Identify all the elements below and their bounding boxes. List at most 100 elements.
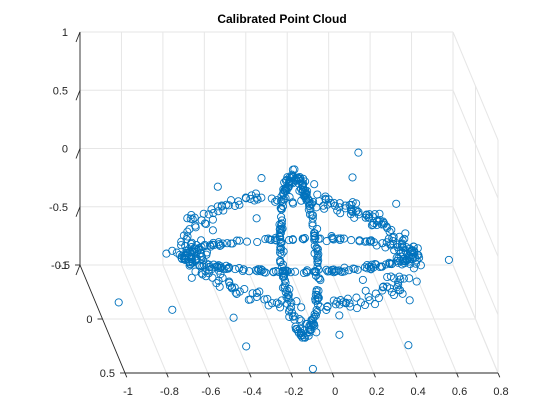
data-point xyxy=(214,261,223,270)
data-point xyxy=(392,253,401,262)
data-point xyxy=(395,232,404,241)
data-point xyxy=(331,300,340,309)
data-point xyxy=(382,238,391,247)
data-point xyxy=(412,277,421,286)
data-point xyxy=(275,220,284,229)
data-point xyxy=(272,196,282,205)
data-point xyxy=(191,267,200,276)
data-point xyxy=(280,178,289,187)
data-point xyxy=(302,319,311,328)
data-point xyxy=(299,174,308,183)
data-point xyxy=(291,267,300,276)
data-point xyxy=(405,296,414,305)
data-point xyxy=(213,262,222,271)
data-point xyxy=(335,330,344,339)
data-point xyxy=(404,341,413,350)
data-point xyxy=(276,248,285,257)
data-point xyxy=(397,242,407,251)
data-point xyxy=(234,197,243,206)
x-tick-mark xyxy=(414,372,418,378)
z-tick-mark xyxy=(75,148,81,159)
x-tick-mark xyxy=(248,372,252,378)
data-point xyxy=(383,272,392,282)
x-tick-label: 0.8 xyxy=(493,386,508,398)
data-point xyxy=(295,186,304,195)
data-point xyxy=(352,293,361,302)
data-point xyxy=(366,236,375,245)
x-tick-mark xyxy=(166,372,169,378)
data-point xyxy=(291,322,300,331)
data-point xyxy=(313,291,322,300)
grid-line-z-side xyxy=(452,31,499,141)
data-point xyxy=(246,295,255,304)
data-point xyxy=(375,209,384,218)
axes xyxy=(75,31,501,378)
data-point xyxy=(394,258,403,267)
data-point xyxy=(408,246,417,255)
data-point xyxy=(314,273,323,283)
x-tick-label: 0.6 xyxy=(452,386,467,398)
data-point xyxy=(280,283,289,292)
data-point xyxy=(401,229,410,238)
data-point xyxy=(378,286,387,295)
data-point xyxy=(276,245,285,254)
data-point xyxy=(271,267,280,276)
data-point xyxy=(310,180,319,189)
data-point xyxy=(316,234,325,243)
data-point xyxy=(297,196,306,205)
data-point xyxy=(341,201,350,210)
data-point xyxy=(368,212,377,221)
data-point xyxy=(277,197,286,206)
data-point xyxy=(296,324,305,333)
data-point xyxy=(218,239,227,248)
data-point xyxy=(285,193,294,202)
data-point xyxy=(348,173,357,182)
data-point xyxy=(345,200,354,210)
data-point xyxy=(361,237,370,246)
data-point xyxy=(196,248,205,258)
data-point xyxy=(378,262,387,271)
data-point xyxy=(213,182,222,191)
data-point xyxy=(312,244,321,253)
data-point xyxy=(409,264,418,273)
data-point xyxy=(168,246,177,255)
data-point xyxy=(398,239,407,248)
data-point xyxy=(235,236,244,245)
data-point xyxy=(308,219,317,228)
data-point xyxy=(372,241,381,250)
data-point xyxy=(257,174,266,183)
data-point xyxy=(379,217,388,226)
x-tick-label: -0.8 xyxy=(160,386,179,398)
data-point xyxy=(284,180,294,189)
data-point xyxy=(387,225,396,234)
data-point xyxy=(172,248,181,257)
data-point xyxy=(281,194,290,203)
data-point xyxy=(310,249,319,258)
data-point xyxy=(316,276,325,285)
y-tick-label: 0.5 xyxy=(100,368,115,380)
chart-title: Calibrated Point Cloud xyxy=(217,12,346,26)
data-point xyxy=(338,267,347,277)
data-point xyxy=(168,305,177,314)
data-point xyxy=(372,260,381,269)
x-tick-label: -1 xyxy=(123,386,133,398)
data-point xyxy=(349,264,358,273)
data-point xyxy=(250,196,259,205)
data-point xyxy=(276,256,285,265)
data-point xyxy=(379,219,389,228)
data-point xyxy=(399,274,408,283)
data-point xyxy=(304,198,313,207)
data-point xyxy=(385,259,394,268)
z-tick-label: 1 xyxy=(62,27,68,39)
data-point xyxy=(365,296,374,305)
data-point xyxy=(271,197,280,206)
data-point xyxy=(381,243,390,252)
data-point xyxy=(197,216,206,225)
x-tick-mark xyxy=(207,372,211,378)
data-point xyxy=(387,288,396,297)
data-point xyxy=(183,232,192,241)
data-point xyxy=(276,303,285,312)
data-point xyxy=(364,292,373,302)
data-point xyxy=(261,268,270,277)
data-point xyxy=(277,225,286,234)
